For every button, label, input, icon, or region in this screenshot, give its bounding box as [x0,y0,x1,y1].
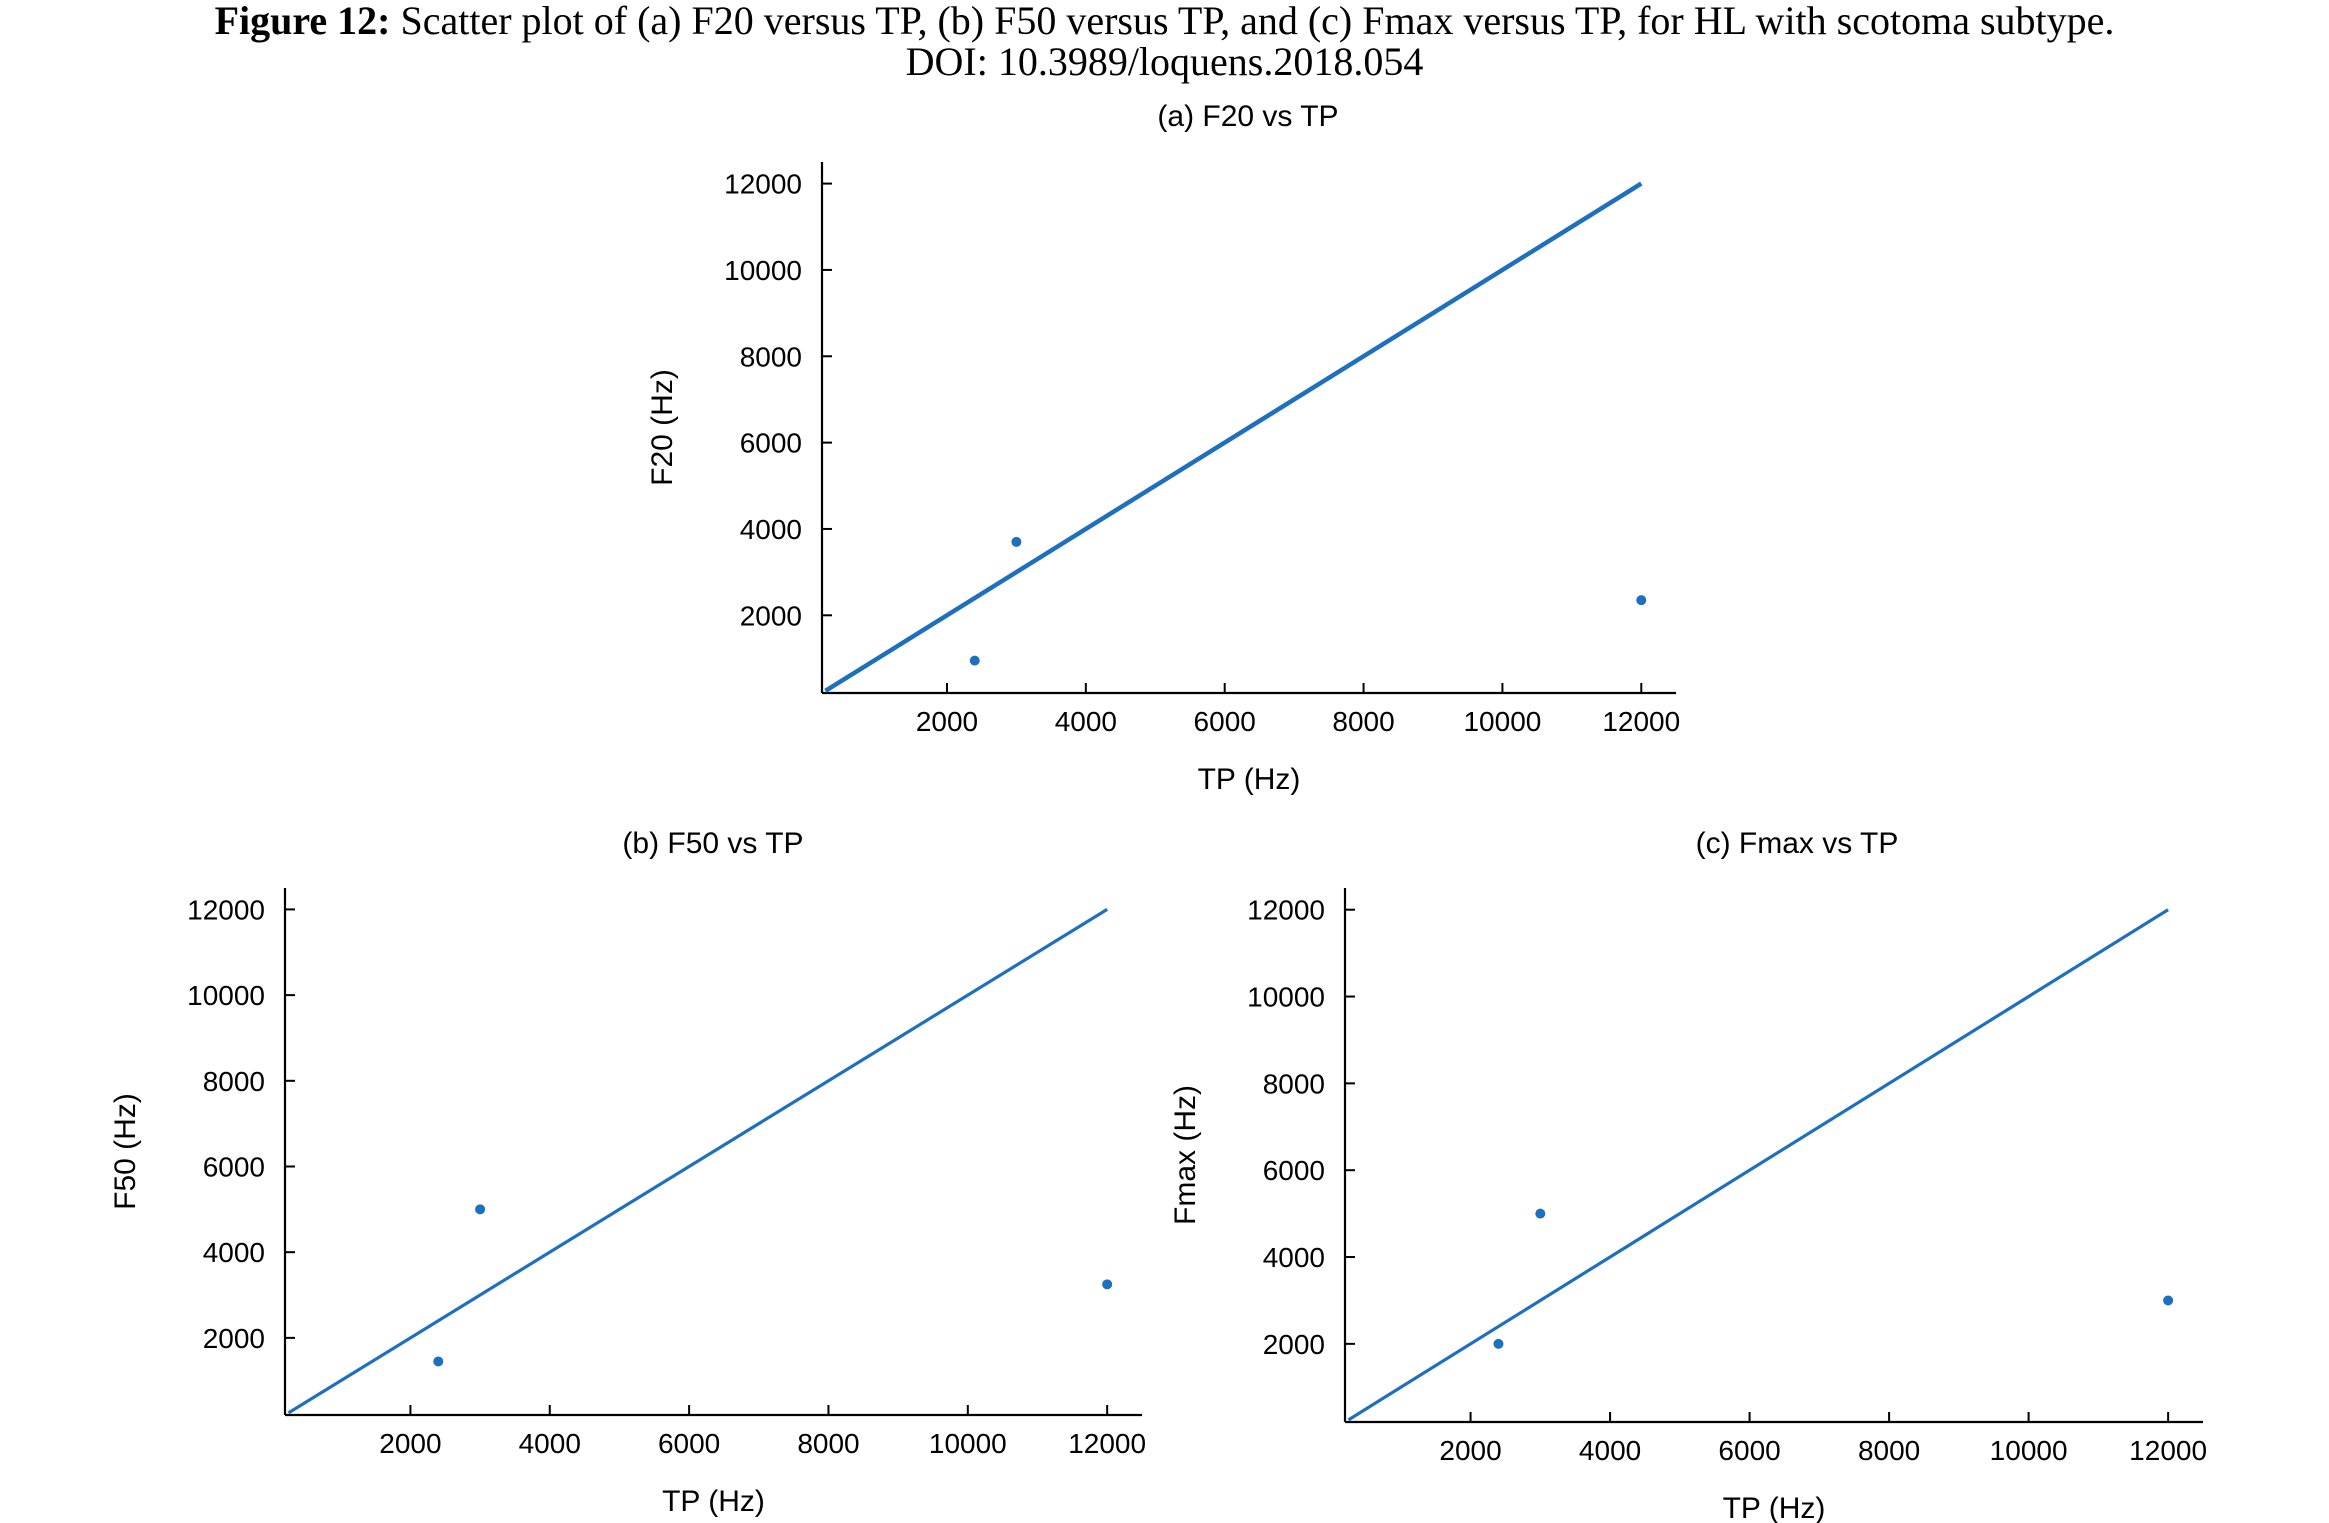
x-tick-label: 2000 [1439,1435,1501,1466]
y-tick-label: 8000 [740,341,802,372]
chart-title: (c) Fmax vs TP [1696,827,1899,860]
y-tick-label: 10000 [724,255,802,286]
x-tick-label: 4000 [1055,706,1117,737]
x-tick-label: 8000 [1858,1435,1920,1466]
chart-title: (a) F20 vs TP [1157,100,1338,133]
data-point [2163,1295,2174,1306]
data-point [1493,1338,1504,1349]
x-tick-label: 12000 [2129,1435,2207,1466]
reference-line [1347,908,2169,1422]
x-tick-label: 6000 [658,1428,720,1459]
x-tick-label: 4000 [519,1428,581,1459]
caption-line: Figure 12: Scatter plot of (a) F20 versu… [0,0,2329,41]
data-point [475,1204,486,1215]
x-axis-label: TP (Hz) [1723,1492,1826,1523]
caption-text: Scatter plot of (a) F20 versus TP, (b) F… [390,0,2115,43]
y-tick-label: 12000 [1247,895,1325,926]
chart-panel-b: (b) F50 vs TP 2000 4000 6000 8000 10000 12000 2… [109,827,1146,1518]
reference-line [287,908,1109,1415]
chart-title: (b) F50 vs TP [622,827,803,860]
chart-panel-a: (a) F20 vs TP 2000 4000 6000 8000 10000 12000 2… [646,100,1680,796]
y-tick-label: 8000 [1263,1068,1325,1099]
data-point [433,1356,444,1367]
y-axis-label: F20 (Hz) [646,369,679,486]
y-tick-label: 8000 [203,1066,265,1097]
x-tick-label: 2000 [916,706,978,737]
x-tick-label: 12000 [1068,1428,1146,1459]
chart-panel-c: (c) Fmax vs TP 2000 4000 6000 8000 10000 12000… [1169,827,2207,1523]
y-tick-label: 2000 [740,600,802,631]
data-point [1535,1208,1546,1219]
x-axis-label: TP (Hz) [1198,763,1301,796]
y-tick-label: 12000 [724,169,802,200]
y-tick-label: 4000 [740,514,802,545]
y-tick-label: 4000 [1263,1242,1325,1273]
y-tick-label: 12000 [187,894,265,925]
y-axis-label: F50 (Hz) [109,1093,142,1210]
caption-doi: DOI: 10.3989/loquens.2018.054 [905,39,1424,84]
x-tick-label: 12000 [1602,706,1680,737]
y-axis-label: Fmax (Hz) [1169,1085,1202,1225]
y-tick-label: 10000 [1247,982,1325,1013]
x-tick-label: 10000 [1463,706,1541,737]
reference-line [824,181,1643,693]
y-tick-label: 6000 [203,1151,265,1182]
data-point [1011,536,1022,547]
data-point [969,655,980,666]
x-tick-label: 2000 [379,1428,441,1459]
y-tick-label: 4000 [203,1237,265,1268]
y-tick-label: 2000 [203,1323,265,1354]
x-tick-label: 6000 [1194,706,1256,737]
x-axis-label: TP (Hz) [662,1485,765,1518]
x-tick-label: 10000 [929,1428,1007,1459]
x-tick-label: 6000 [1718,1435,1780,1466]
figure-caption: Figure 12: Scatter plot of (a) F20 versu… [0,0,2329,82]
x-tick-label: 10000 [1990,1435,2068,1466]
y-tick-label: 10000 [187,980,265,1011]
caption-lead: Figure 12: [214,0,391,43]
x-tick-label: 8000 [1332,706,1394,737]
y-tick-label: 6000 [1263,1155,1325,1186]
x-tick-label: 4000 [1579,1435,1641,1466]
y-tick-label: 6000 [740,428,802,459]
data-point [1636,595,1647,606]
x-tick-label: 8000 [797,1428,859,1459]
data-point [1102,1279,1113,1290]
y-tick-label: 2000 [1263,1329,1325,1360]
